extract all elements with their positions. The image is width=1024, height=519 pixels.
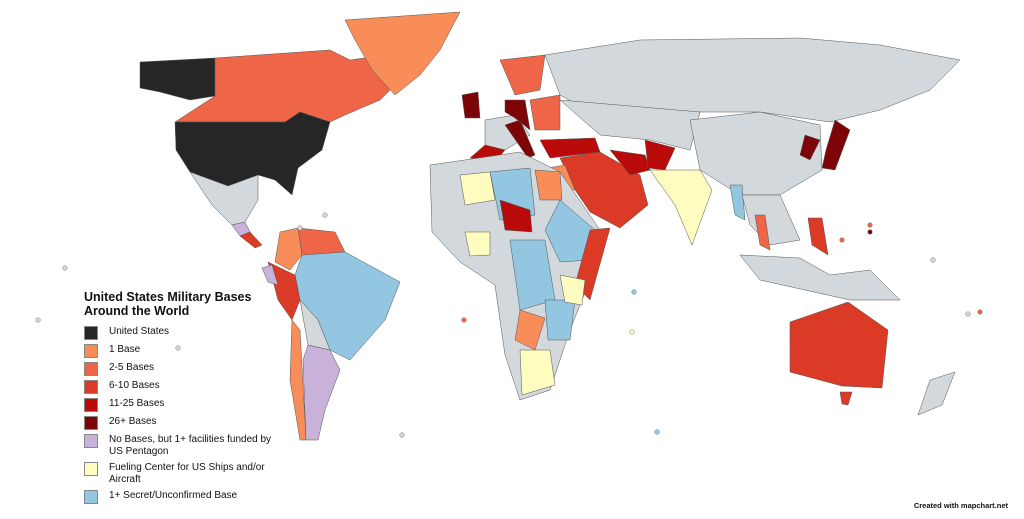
- country-region: [261, 264, 279, 286]
- legend-item: 2-5 Bases: [84, 362, 284, 376]
- legend-label: United States: [109, 326, 170, 337]
- country-region: [461, 91, 481, 119]
- legend-swatch: [84, 416, 98, 430]
- legend-swatch: [84, 398, 98, 412]
- island-marker: [175, 345, 181, 351]
- legend-swatch: [84, 326, 98, 340]
- country-region: [807, 217, 829, 256]
- legend-item: 1 Base: [84, 344, 284, 358]
- island-marker: [35, 317, 41, 323]
- country-region: [189, 171, 259, 226]
- legend-label: 6-10 Bases: [109, 380, 160, 391]
- country-region: [534, 169, 563, 201]
- island-marker: [977, 309, 983, 315]
- legend-label: 11-25 Bases: [109, 398, 165, 409]
- island-marker: [867, 229, 873, 235]
- legend-label: Fueling Center for US Ships and/or Aircr…: [109, 462, 265, 485]
- island-marker: [839, 237, 845, 243]
- legend-item: 6-10 Bases: [84, 380, 284, 394]
- legend-item: 11-25 Bases: [84, 398, 284, 412]
- island-marker: [654, 429, 660, 435]
- legend-item: 1+ Secret/Unconfirmed Base: [84, 490, 284, 504]
- country-region: [741, 194, 801, 246]
- country-region: [459, 171, 496, 206]
- country-region: [559, 99, 701, 151]
- country-region: [464, 231, 491, 257]
- legend-swatch: [84, 490, 98, 504]
- legend-swatch: [84, 344, 98, 358]
- country-region: [917, 371, 956, 416]
- legend-label: 2-5 Bases: [109, 362, 155, 373]
- country-region: [139, 57, 216, 101]
- legend-items: United States 1 Base 2-5 Bases 6-10 Bases 11…: [84, 326, 284, 504]
- country-region: [799, 134, 821, 161]
- legend-label: 1+ Secret/Unconfirmed Base: [109, 490, 238, 501]
- country-region: [544, 299, 576, 341]
- credit-text: Created with mapchart.net: [913, 501, 1008, 510]
- island-marker: [930, 257, 936, 263]
- island-marker: [965, 311, 971, 317]
- legend-item: 26+ Bases: [84, 416, 284, 430]
- legend-label: 1 Base: [109, 344, 141, 355]
- country-region: [754, 214, 771, 251]
- island-marker: [297, 225, 303, 231]
- country-region: [267, 261, 301, 321]
- country-region: [559, 274, 586, 306]
- legend-swatch: [84, 462, 98, 476]
- legend-swatch: [84, 380, 98, 394]
- legend-swatch: [84, 434, 98, 448]
- country-region: [529, 94, 561, 131]
- country-region: [839, 391, 853, 406]
- country-region: [274, 227, 303, 271]
- country-region: [302, 344, 341, 441]
- island-marker: [322, 212, 328, 218]
- legend-item: Fueling Center for US Ships and/or Aircr…: [84, 462, 284, 486]
- country-region: [504, 119, 536, 159]
- country-region: [344, 11, 461, 96]
- country-region: [519, 349, 556, 396]
- legend-item: No Bases, but 1+ facilities funded by US…: [84, 434, 284, 458]
- island-marker: [62, 265, 68, 271]
- island-marker: [867, 222, 873, 228]
- country-region: [739, 254, 901, 301]
- legend-item: United States: [84, 326, 284, 340]
- country-region: [689, 111, 823, 196]
- legend: United States Military Bases Around the …: [84, 290, 284, 508]
- country-region: [239, 231, 263, 249]
- island-marker: [629, 329, 635, 335]
- country-region: [499, 54, 546, 96]
- country-region: [649, 169, 713, 246]
- island-marker: [461, 317, 467, 323]
- legend-title: United States Military Bases Around the …: [84, 290, 252, 318]
- country-region: [729, 184, 746, 221]
- legend-swatch: [84, 362, 98, 376]
- country-region: [544, 199, 596, 263]
- country-region: [559, 151, 649, 229]
- country-region: [504, 99, 531, 131]
- island-marker: [631, 289, 637, 295]
- island-marker: [399, 432, 405, 438]
- country-region: [289, 319, 307, 441]
- country-region: [789, 301, 889, 389]
- legend-label: No Bases, but 1+ facilities funded by US…: [109, 434, 272, 457]
- legend-label: 26+ Bases: [109, 416, 157, 427]
- country-region: [499, 199, 533, 233]
- country-region: [821, 119, 851, 171]
